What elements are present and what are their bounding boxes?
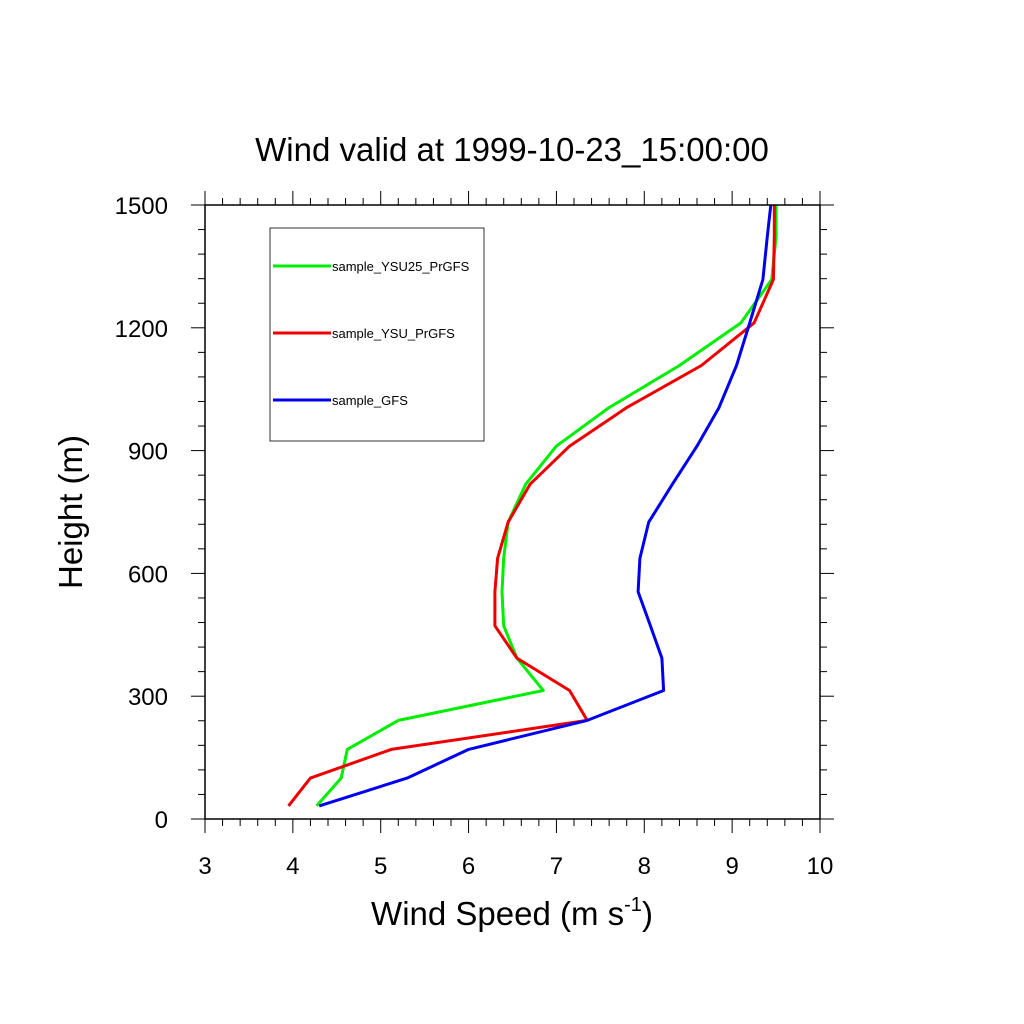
legend-label: sample_YSU_PrGFS — [332, 326, 455, 341]
x-tick-label: 7 — [550, 853, 563, 880]
x-tick-label: 3 — [198, 853, 211, 880]
y-axis-label: Height (m) — [52, 435, 89, 589]
axis-ticks — [191, 191, 834, 833]
y-tick-label: 900 — [128, 439, 168, 466]
chart-title: Wind valid at 1999-10-23_15:00:00 — [255, 131, 769, 168]
plot-frame — [204, 204, 821, 820]
legend-label: sample_YSU25_PrGFS — [332, 259, 470, 274]
x-tick-label: 10 — [807, 853, 834, 880]
series-line-sample-gfs — [318, 204, 773, 808]
legend: sample_YSU25_PrGFS sample_YSU_PrGFSsample… — [269, 227, 485, 442]
x-axis-label: Wind Speed (m s-1) — [371, 894, 653, 932]
legend-label: sample_GFS — [332, 393, 408, 408]
legend-items: sample_YSU25_PrGFS sample_YSU_PrGFSsample… — [273, 259, 470, 408]
tick-labels: 3 4 5 6 7 8 9 10 0 300 600 900 1200 1500 — [115, 193, 834, 880]
y-tick-label: 1200 — [115, 316, 168, 343]
y-tick-label: 300 — [128, 684, 168, 711]
x-tick-label: 6 — [462, 853, 475, 880]
y-tick-label: 1500 — [115, 193, 168, 220]
series-layer — [287, 204, 778, 808]
x-tick-label: 4 — [286, 853, 299, 880]
x-tick-label: 5 — [374, 853, 387, 880]
series-line-sample-ysu25-prgfs — [315, 205, 778, 807]
x-tick-label: 9 — [725, 853, 738, 880]
series-line-sample-ysu-prgfs — [287, 205, 776, 807]
y-tick-label: 600 — [128, 561, 168, 588]
y-tick-label: 0 — [155, 807, 168, 834]
x-tick-label: 8 — [638, 853, 651, 880]
